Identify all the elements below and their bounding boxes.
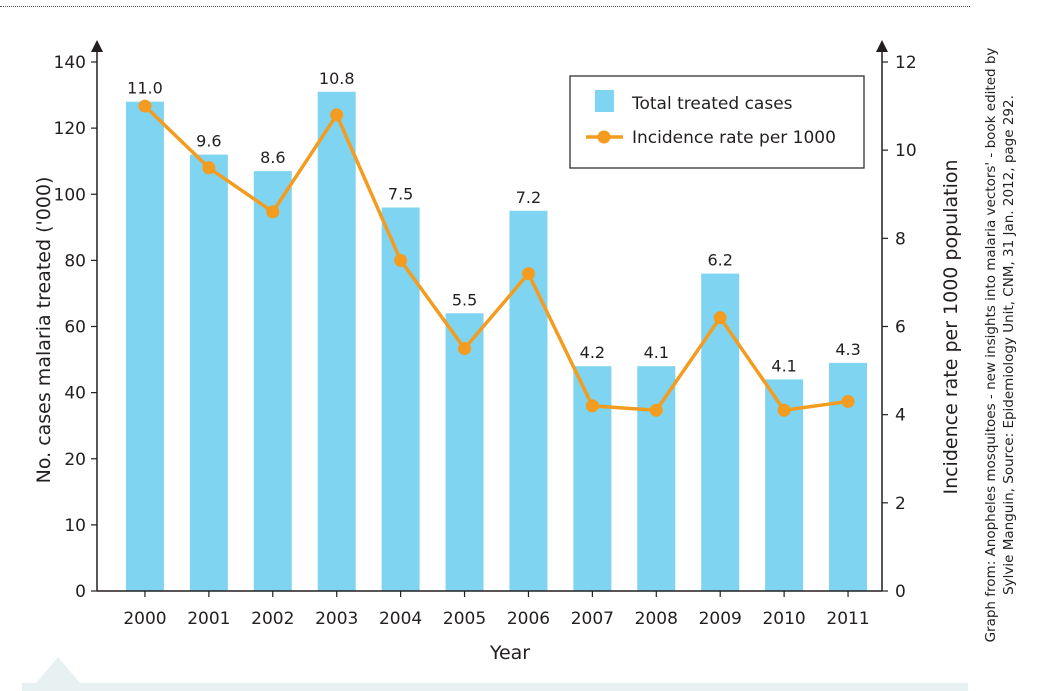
y-tick-label-100: 100 xyxy=(54,185,86,205)
y-axis-arrow xyxy=(91,40,103,52)
data-label-2001: 9.6 xyxy=(196,132,221,151)
x-tick-label-2009: 2009 xyxy=(699,609,742,629)
y-tick-label-20: 20 xyxy=(64,450,86,470)
source-credit: Graph from: Anopheles mosquitoes - new i… xyxy=(982,20,1018,670)
point-2003 xyxy=(330,108,344,122)
point-2002 xyxy=(266,205,280,219)
point-2009 xyxy=(713,311,727,325)
data-label-2008: 4.1 xyxy=(644,343,669,362)
point-2007 xyxy=(585,399,599,413)
point-2000 xyxy=(138,99,152,113)
bar-2004 xyxy=(381,207,420,591)
credit-line-1: Graph from: Anopheles mosquitoes - new i… xyxy=(983,47,999,643)
point-2008 xyxy=(649,403,663,417)
data-label-2007: 4.2 xyxy=(580,343,605,362)
y2-tick-label-0: 0 xyxy=(895,582,906,602)
bar-2001 xyxy=(189,154,228,591)
data-label-2003: 10.8 xyxy=(319,69,355,88)
x-tick-label-2001: 2001 xyxy=(187,609,230,629)
y-tick-label-60: 60 xyxy=(64,318,86,338)
legend-box xyxy=(569,75,865,169)
point-2004 xyxy=(394,253,408,267)
y2-tick-label-12: 12 xyxy=(895,53,917,73)
bar-2009 xyxy=(701,273,740,591)
y2-tick-label-10: 10 xyxy=(895,141,917,161)
bar-2000 xyxy=(125,101,164,592)
point-2010 xyxy=(777,403,791,417)
data-label-2002: 8.6 xyxy=(260,148,285,167)
axes xyxy=(91,40,888,597)
chart-text: 11.0 9.6 8.6 10.8 7.5 5.5 7.2 4.2 4.1 6.2 4.1 4.3 0 1… xyxy=(33,53,962,664)
bar-2003 xyxy=(317,91,356,591)
data-label-2009: 6.2 xyxy=(707,251,732,270)
x-tick-label-2003: 2003 xyxy=(315,609,358,629)
x-tick-label-2008: 2008 xyxy=(635,609,678,629)
y2-tick-label-6: 6 xyxy=(895,318,906,338)
y-tick-label-120: 120 xyxy=(54,119,86,139)
x-tick-label-2011: 2011 xyxy=(826,609,869,629)
point-2005 xyxy=(458,342,472,356)
y2-tick-label-8: 8 xyxy=(895,229,906,249)
top-dotted-rule xyxy=(0,6,970,7)
y-tick-label-80: 80 xyxy=(64,251,86,271)
x-tick-label-2000: 2000 xyxy=(123,609,166,629)
footer-tab xyxy=(36,657,80,683)
data-label-2005: 5.5 xyxy=(452,290,477,309)
point-2001 xyxy=(202,161,216,175)
y2-axis-title: Incidence rate per 1000 population xyxy=(940,159,962,494)
y-tick-label-10: 10 xyxy=(64,516,86,536)
y-tick-label-140: 140 xyxy=(54,53,86,73)
bar-2005 xyxy=(445,313,484,591)
legend: Total treated cases Incidence rate per 10… xyxy=(569,75,865,169)
bar-2002 xyxy=(253,171,292,591)
data-label-2004: 7.5 xyxy=(388,184,413,203)
x-tick-label-2005: 2005 xyxy=(443,609,486,629)
data-label-2000: 11.0 xyxy=(127,79,163,98)
point-2011 xyxy=(841,394,855,408)
legend-line-label: Incidence rate per 1000 xyxy=(632,128,836,148)
legend-bar-label: Total treated cases xyxy=(631,94,793,114)
footer-band xyxy=(22,683,968,691)
data-label-2006: 7.2 xyxy=(516,188,541,207)
x-axis-title: Year xyxy=(489,642,530,664)
x-tick-label-2007: 2007 xyxy=(571,609,614,629)
y2-tick-label-4: 4 xyxy=(895,406,906,426)
y-tick-label-40: 40 xyxy=(64,384,86,404)
y-tick-label-0: 0 xyxy=(75,582,86,602)
y2-tick-label-2: 2 xyxy=(895,494,906,514)
y2-axis-arrow xyxy=(876,40,888,52)
data-label-2010: 4.1 xyxy=(771,356,796,375)
incidence-line xyxy=(143,104,849,413)
legend-bar-swatch xyxy=(595,90,614,112)
line-series xyxy=(138,99,855,417)
x-tick-label-2010: 2010 xyxy=(762,609,805,629)
data-label-2011: 4.3 xyxy=(835,340,860,359)
point-2006 xyxy=(521,267,535,281)
credit-line-2: Sylvie Manguin, Source: Epidemiology Uni… xyxy=(1001,95,1017,595)
legend-line-marker xyxy=(597,130,611,144)
x-tick-label-2002: 2002 xyxy=(251,609,294,629)
bar-series xyxy=(125,91,868,592)
x-tick-label-2004: 2004 xyxy=(379,609,422,629)
y-axis-title: No. cases malaria treated ('000) xyxy=(33,177,55,484)
bar-2008 xyxy=(637,366,676,591)
x-tick-label-2006: 2006 xyxy=(507,609,550,629)
